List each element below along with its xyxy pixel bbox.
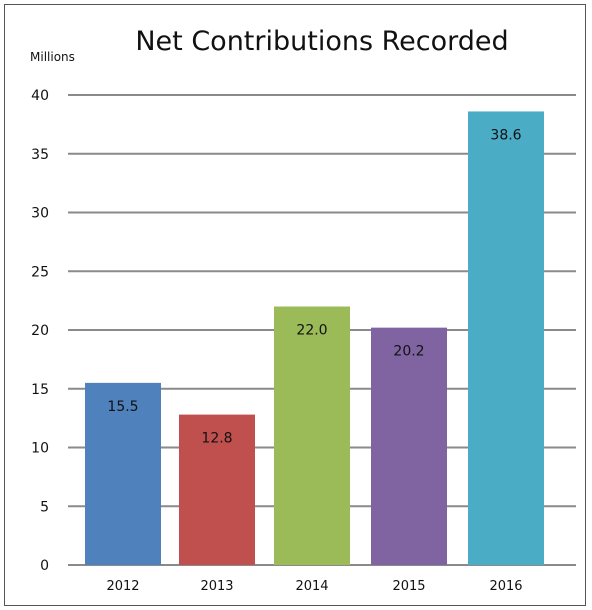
y-tick-label: 5 — [40, 499, 49, 515]
bar-2014 — [274, 306, 350, 565]
y-tick-label: 20 — [31, 323, 49, 339]
y-tick-label: 25 — [31, 264, 49, 280]
chart-title: Net Contributions Recorded — [135, 26, 508, 57]
y-tick-label: 30 — [31, 206, 49, 222]
data-label-2015: 20.2 — [393, 344, 424, 360]
bar-2012 — [85, 382, 161, 565]
data-labels: 15.5 12.8 22.0 20.2 38.6 — [107, 127, 521, 446]
data-label-2014: 22.0 — [296, 323, 327, 339]
x-tick-label-2013: 2013 — [200, 579, 233, 594]
x-tick-label-2016: 2016 — [489, 579, 522, 594]
y-tick-label: 0 — [40, 558, 49, 574]
data-label-2012: 15.5 — [107, 399, 138, 415]
y-axis-ticks: 0 5 10 15 20 25 30 35 40 — [31, 88, 49, 574]
x-tick-label-2014: 2014 — [295, 579, 328, 594]
bar-2013 — [179, 414, 255, 565]
x-tick-label-2015: 2015 — [392, 579, 425, 594]
x-axis-ticks: 2012 2013 2014 2015 2016 — [106, 579, 522, 594]
bars — [85, 111, 544, 565]
data-label-2013: 12.8 — [201, 431, 232, 447]
y-tick-label: 10 — [31, 441, 49, 457]
y-tick-label: 40 — [31, 88, 49, 104]
y-tick-label: 15 — [31, 382, 49, 398]
y-tick-label: 35 — [31, 147, 49, 163]
unit-label: Millions — [30, 50, 75, 64]
bar-2015 — [371, 327, 447, 565]
bar-2016 — [468, 111, 544, 565]
x-tick-label-2012: 2012 — [106, 579, 139, 594]
data-label-2016: 38.6 — [490, 127, 521, 143]
